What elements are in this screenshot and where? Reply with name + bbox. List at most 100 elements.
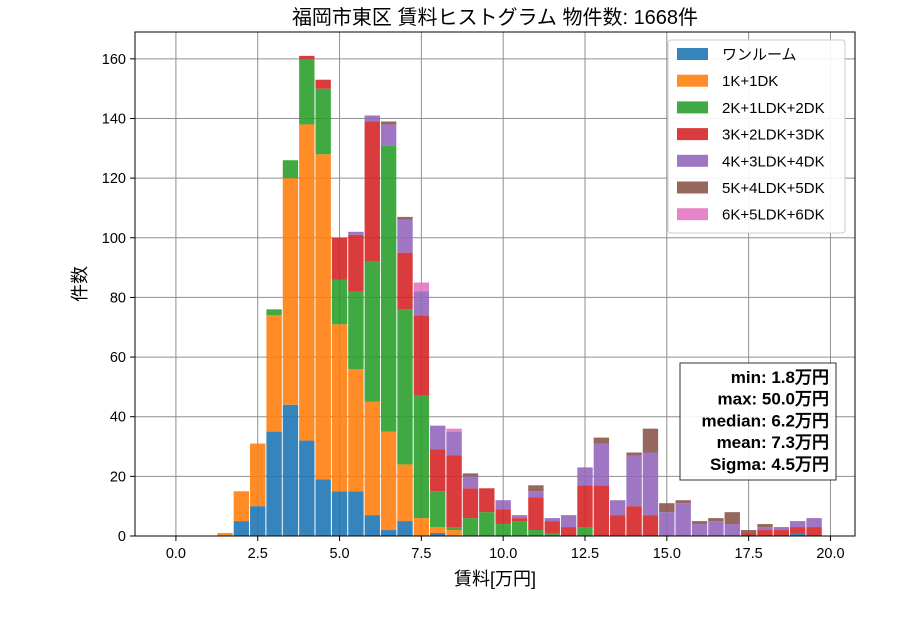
histogram-bar-segment — [757, 530, 773, 536]
stats-lines: min: 1.8万円 max: 50.0万円 median: 6.2万円 mean: … — [701, 368, 829, 474]
histogram-bar-segment — [626, 452, 642, 456]
histogram-bar-segment — [495, 500, 511, 510]
histogram-bar-segment — [380, 145, 397, 432]
histogram-bar-segment — [331, 279, 348, 325]
histogram-bar-segment — [642, 515, 659, 536]
y-tick-label: 0 — [118, 529, 126, 545]
histogram-bar-segment — [233, 491, 250, 522]
histogram-bar-segment — [495, 524, 511, 536]
histogram-bar-segment — [495, 509, 511, 525]
histogram-bar-segment — [397, 216, 413, 220]
stats-line: min: 1.8万円 — [731, 368, 829, 387]
histogram-bar-segment — [675, 503, 691, 536]
y-axis-ticks: 0 20 40 60 80 100 120 140 160 — [102, 52, 135, 545]
histogram-bar-segment — [315, 79, 331, 89]
stats-line: median: 6.2万円 — [701, 411, 829, 430]
histogram-bar-segment — [364, 115, 380, 122]
legend-label: 5K+4LDK+5DK — [722, 180, 825, 197]
histogram-bar-segment — [380, 124, 397, 146]
stats-line: mean: 7.3万円 — [717, 433, 829, 452]
histogram-bar-segment — [462, 473, 479, 477]
legend-box — [667, 39, 846, 234]
legend-swatch — [677, 208, 708, 221]
histogram-bar-segment — [691, 521, 708, 525]
histogram-bar-segment — [348, 291, 364, 369]
histogram-bar-segment — [479, 488, 495, 513]
histogram-bar-segment — [642, 452, 659, 516]
y-tick-label: 140 — [102, 111, 126, 127]
legend-swatch — [677, 48, 708, 60]
legend-entry: 4K+3LDK+4DK — [677, 153, 825, 170]
histogram-bar-segment — [266, 315, 282, 432]
histogram-bar-segment — [740, 533, 757, 536]
histogram-bar-segment — [708, 518, 724, 522]
histogram-bar-segment — [315, 88, 331, 155]
histogram-bar-segment — [315, 154, 331, 480]
stats-line: Sigma: 4.5万円 — [710, 455, 829, 474]
histogram-bar-segment — [446, 530, 462, 536]
histogram-bar-segment — [446, 455, 462, 528]
legend-swatch — [677, 74, 708, 87]
legend-entries: ワンルーム 1K+1DK 2K+1LDK+2DK 3K+2LDK+3DK 4K+3LDK… — [677, 47, 825, 224]
stats-box: min: 1.8万円 max: 50.0万円 median: 6.2万円 mean: … — [679, 362, 837, 481]
histogram-bar-segment — [413, 315, 430, 396]
histogram-bar-segment — [659, 512, 675, 536]
histogram-bar-segment — [593, 443, 610, 486]
histogram-bar-segment — [364, 121, 380, 262]
histogram-bar-segment — [446, 527, 462, 531]
histogram-bar-segment — [217, 533, 233, 536]
histogram-bar-segment — [560, 527, 577, 536]
x-tick-label: 7.5 — [411, 546, 431, 562]
histogram-bar-segment — [708, 521, 724, 536]
histogram-bar-segment — [790, 521, 806, 528]
histogram-bar-segment — [577, 527, 593, 536]
histogram-bar-segment — [740, 530, 757, 534]
y-axis-label: 件数 — [70, 266, 90, 302]
histogram-bar-segment — [544, 518, 560, 522]
histogram-bar-segment — [364, 261, 380, 402]
x-tick-label: 12.5 — [571, 546, 599, 562]
y-tick-label: 120 — [102, 171, 126, 187]
legend-label: 6K+5LDK+6DK — [722, 207, 825, 224]
histogram-bar-segment — [266, 309, 282, 316]
histogram-bar-segment — [430, 491, 446, 528]
histogram-bar-segment — [250, 506, 266, 536]
legend-swatch — [677, 128, 708, 141]
plot-frame — [134, 31, 856, 537]
histogram-bar-segment — [610, 500, 626, 516]
x-tick-label: 20.0 — [816, 546, 844, 562]
histogram-bar-segment — [462, 518, 479, 536]
histogram-bar-segment — [413, 395, 430, 519]
y-tick-label: 80 — [110, 290, 126, 306]
legend-label: ワンルーム — [722, 47, 797, 64]
y-tick-label: 100 — [102, 231, 126, 247]
histogram-bar-segment — [430, 533, 446, 536]
x-tick-label: 17.5 — [735, 546, 763, 562]
legend-swatch — [677, 101, 708, 114]
stats-line: max: 50.0万円 — [718, 390, 830, 409]
histogram-bar-segment — [430, 527, 446, 534]
histogram-bar-segment — [397, 521, 413, 536]
y-tick-label: 60 — [110, 350, 126, 366]
histogram-bar-segment — [691, 524, 708, 536]
chart-title: 福岡市東区 賃料ヒストグラム 物件数: 1668件 — [292, 6, 698, 29]
x-tick-label: 15.0 — [653, 546, 681, 562]
stats-box-frame — [679, 362, 837, 481]
histogram-bar-segment — [544, 533, 560, 536]
histogram-bar-segment — [446, 431, 462, 456]
histogram-bar-segment — [724, 524, 740, 536]
histogram-bar-segment — [413, 518, 430, 536]
y-tick-label: 20 — [110, 469, 126, 485]
legend-entry: ワンルーム — [677, 47, 797, 64]
histogram-bar-segment — [430, 425, 446, 450]
histogram-bar-segment — [380, 530, 397, 536]
histogram-bar-segment — [348, 234, 364, 292]
histogram-bar-segment — [511, 521, 528, 536]
histogram-bar-segment — [397, 464, 413, 522]
histogram-bar-segment — [528, 530, 544, 536]
histogram-bar-segment — [593, 485, 610, 536]
histogram-bar-segment — [250, 443, 266, 507]
histogram-bar-segment — [364, 515, 380, 536]
histogram-bar-segment — [675, 500, 691, 504]
